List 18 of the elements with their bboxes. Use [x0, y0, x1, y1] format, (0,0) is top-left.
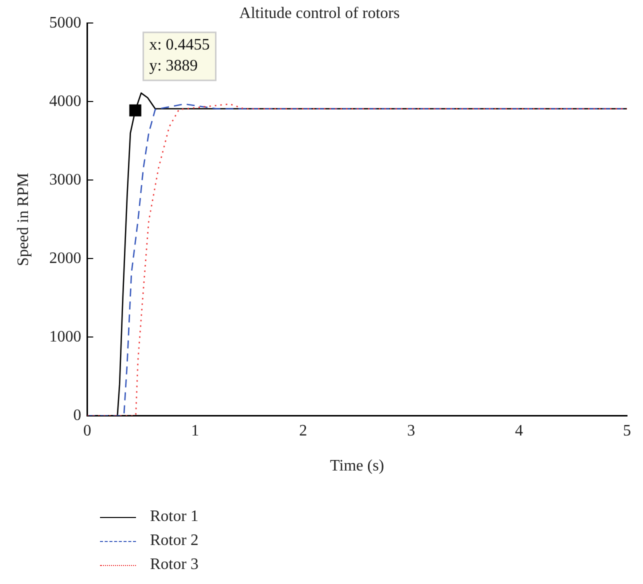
x-tick-label: 2 [299, 422, 308, 440]
y-tick-label: 4000 [49, 92, 82, 110]
y-tick-label: 1000 [49, 328, 82, 346]
legend-label: Rotor 3 [150, 556, 198, 574]
x-tick-label: 1 [191, 422, 200, 440]
x-axis-title: Time (s) [330, 458, 384, 475]
legend-label: Rotor 2 [150, 532, 198, 550]
y-tick-label: 5000 [49, 14, 82, 32]
y-tick-label: 0 [73, 406, 82, 424]
x-tick-label: 5 [623, 422, 631, 440]
x-tick-label: 4 [515, 422, 524, 440]
y-tick-label: 3000 [49, 171, 82, 188]
annotation: x: 0.4455 y: 3889 [149, 36, 210, 75]
chart-title: Altitude control of rotors [239, 4, 400, 22]
y-axis-title: Speed in RPM [14, 172, 32, 266]
legend-label: Rotor 1 [150, 508, 198, 526]
x-tick-label: 3 [407, 422, 416, 440]
y-tick-label: 2000 [49, 250, 82, 267]
